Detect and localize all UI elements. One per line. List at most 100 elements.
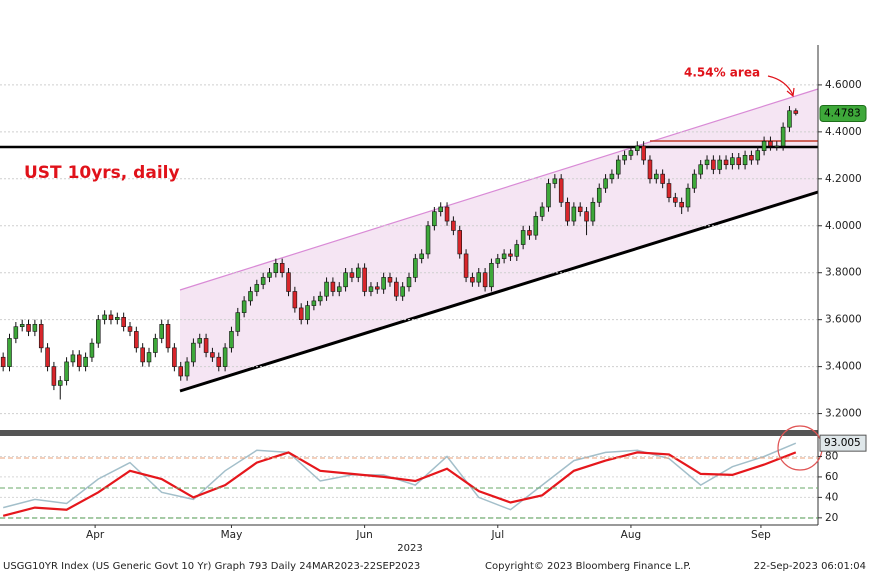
candle-body xyxy=(730,157,735,166)
candle-body xyxy=(717,159,722,170)
candle-body xyxy=(51,366,57,386)
footer-center: Copyright© 2023 Bloomberg Finance L.P. xyxy=(485,561,691,572)
candle-body xyxy=(425,225,431,255)
x-tick-label: Jun xyxy=(355,529,372,541)
candle-body xyxy=(102,314,107,320)
candle-body xyxy=(546,183,551,208)
candle-body xyxy=(375,286,380,290)
candle-body xyxy=(495,258,501,264)
y-tick-label: 20 xyxy=(825,512,838,524)
candle-body xyxy=(463,253,469,278)
candle-body xyxy=(298,307,304,320)
candle-body xyxy=(749,155,754,161)
candle-body xyxy=(755,150,761,161)
candle-body xyxy=(590,201,596,222)
candle-body xyxy=(76,354,82,367)
annotation: 4.54% area xyxy=(684,66,760,80)
candle-body xyxy=(324,281,329,297)
candle-body xyxy=(83,356,88,367)
candle-body xyxy=(533,216,539,236)
candle-body xyxy=(432,211,437,227)
candle-body xyxy=(235,312,241,332)
y-tick-label: 80 xyxy=(825,450,838,462)
candle-body xyxy=(489,263,494,288)
candle-body xyxy=(45,347,50,367)
candle-body xyxy=(596,187,602,203)
candle-body xyxy=(666,183,672,198)
candle-body xyxy=(311,300,317,306)
candle-body xyxy=(64,361,69,382)
candle-body xyxy=(635,145,640,151)
candle-body xyxy=(603,178,608,189)
x-tick-label: Aug xyxy=(621,529,642,541)
candle-body xyxy=(768,140,773,147)
candle-body xyxy=(127,326,133,332)
candle-body xyxy=(552,178,558,184)
candle-body xyxy=(565,201,570,222)
candle-body xyxy=(736,157,742,166)
marks xyxy=(0,84,818,519)
candle-body xyxy=(438,206,443,212)
candle-body xyxy=(368,286,374,292)
last-price-label: 4.4783 xyxy=(824,107,861,119)
candle-body xyxy=(146,352,152,363)
last-price-box xyxy=(819,104,867,122)
candle-body xyxy=(451,220,456,231)
candle-body xyxy=(121,317,126,328)
candle-body xyxy=(654,173,659,180)
candle-body xyxy=(19,324,25,328)
candle-body xyxy=(628,150,634,156)
candle-body xyxy=(780,126,786,147)
y-tick-label: 3.4000 xyxy=(825,361,862,373)
candle-body xyxy=(89,342,95,358)
channel-bottom xyxy=(179,190,819,393)
candle-body xyxy=(159,324,164,339)
candle-body xyxy=(0,356,6,367)
candle-body xyxy=(356,267,361,278)
candle-body xyxy=(609,173,615,180)
candle-body xyxy=(482,272,488,288)
candle-body xyxy=(343,272,348,288)
channel-fill xyxy=(180,89,818,391)
candle-body xyxy=(457,230,462,255)
candle-body xyxy=(761,140,767,151)
candle-body xyxy=(647,159,653,180)
candle-body xyxy=(584,211,589,222)
candle-body xyxy=(57,380,63,386)
candle-body xyxy=(444,206,450,222)
footer-right: 22-Sep-2023 06:01:04 xyxy=(754,561,866,572)
candle-body xyxy=(692,173,697,189)
panel-separator xyxy=(0,430,818,436)
candle-body xyxy=(286,272,291,292)
candle-body xyxy=(317,295,323,302)
candle-body xyxy=(787,110,792,128)
candle-body xyxy=(514,244,520,257)
candle-body xyxy=(26,324,31,332)
candle-body xyxy=(216,356,222,367)
footer-left: USGG10YR Index (US Generic Govt 10 Yr) G… xyxy=(3,561,420,572)
candle-body xyxy=(172,347,177,367)
candle-body xyxy=(362,267,367,292)
candle-body xyxy=(38,324,44,349)
candle-body xyxy=(260,277,266,285)
oscillator-line xyxy=(2,451,797,517)
candle-body xyxy=(476,272,482,283)
candle-body xyxy=(673,197,678,203)
candle-body xyxy=(191,342,196,363)
candle-body xyxy=(165,324,171,349)
candle-body xyxy=(723,159,729,166)
x-tick-label: Sep xyxy=(751,529,771,541)
candle-body xyxy=(698,164,703,175)
candle-body xyxy=(413,258,418,278)
channel-top xyxy=(179,88,819,291)
candle-body xyxy=(267,272,272,278)
candle-body xyxy=(470,277,475,283)
candle-body xyxy=(203,338,209,353)
candle-body xyxy=(7,338,12,367)
candle-body xyxy=(641,145,646,161)
x-tick-label: Jul xyxy=(490,529,504,541)
candle-body xyxy=(222,347,228,367)
candle-body xyxy=(108,314,114,320)
last-value-box xyxy=(819,434,867,452)
